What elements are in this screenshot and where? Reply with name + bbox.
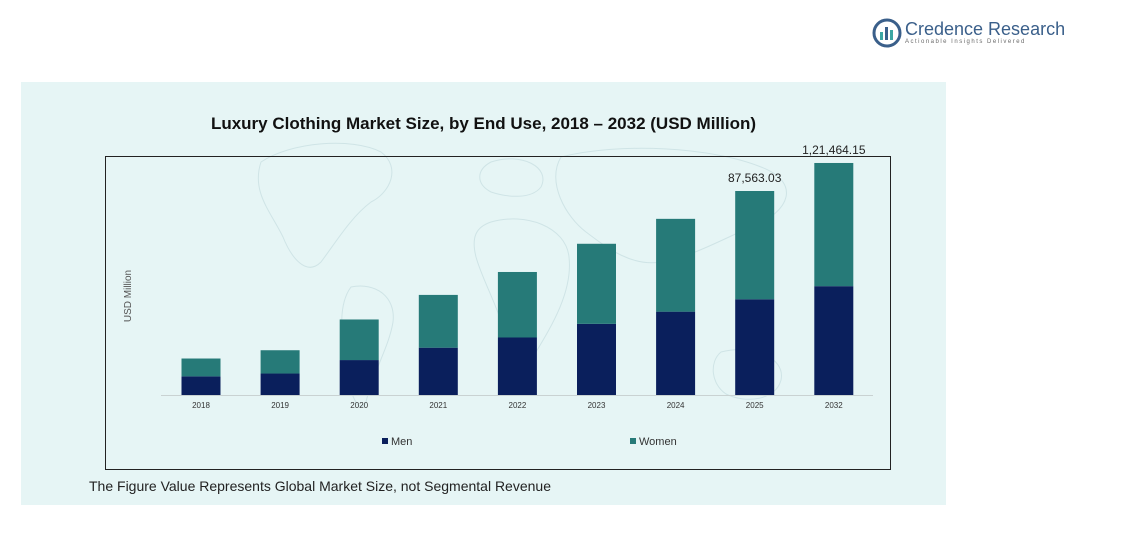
data-label-2025: 87,563.03 [728, 171, 782, 185]
x-tick-label-2024: 2024 [667, 401, 685, 410]
bar-men-2020 [339, 360, 379, 395]
x-tick-label-2023: 2023 [588, 401, 606, 410]
bar-men-2018 [181, 376, 221, 395]
bar-women-2023 [577, 243, 616, 324]
x-tick-label-2019: 2019 [271, 401, 289, 410]
bar-men-2023 [577, 323, 616, 395]
x-tick-label-2032: 2032 [825, 401, 843, 410]
bar-women-2022 [497, 271, 537, 338]
bar-women-2019 [260, 350, 300, 374]
bar-men-2019 [260, 373, 300, 395]
bar-women-2032 [814, 162, 854, 287]
data-label-2032: 1,21,464.15 [802, 143, 866, 157]
brand-tagline: Actionable Insights Delivered [905, 39, 1026, 45]
bar-women-2025 [735, 191, 775, 300]
bar-men-2024 [656, 311, 696, 395]
x-tick-label-2018: 2018 [192, 401, 210, 410]
brand-name: Credence Research [905, 19, 1066, 39]
x-tick-label-2021: 2021 [429, 401, 447, 410]
legend-swatch-women [630, 438, 636, 444]
x-tick-label-2020: 2020 [350, 401, 368, 410]
footnote: The Figure Value Represents Global Marke… [89, 478, 551, 494]
bar-men-2032 [814, 286, 854, 395]
bar-men-2021 [418, 347, 458, 395]
chart-panel: Luxury Clothing Market Size, by End Use,… [21, 82, 946, 505]
bar-women-2021 [418, 294, 458, 348]
x-tick-label-2025: 2025 [746, 401, 764, 410]
bar-women-2024 [656, 218, 696, 312]
bar-men-2025 [735, 299, 775, 395]
chart-title: Luxury Clothing Market Size, by End Use,… [210, 114, 757, 133]
y-axis-label: USD Million [123, 270, 134, 322]
bar-men-2022 [497, 337, 537, 395]
legend-swatch-men [382, 438, 388, 444]
legend-label-men: Men [391, 436, 412, 448]
bar-women-2018 [181, 358, 221, 377]
legend-label-women: Women [639, 436, 677, 448]
bar-women-2020 [339, 319, 379, 361]
stacked-bar-chart: USD Million 2018 2019 2020 2021 2022 2023 2024… [123, 143, 873, 448]
plot-area-frame [105, 156, 891, 470]
bar-chart-logo-icon [872, 18, 902, 48]
x-tick-label-2022: 2022 [509, 401, 527, 410]
credence-research-logo: Credence Research Actionable Insights De… [872, 18, 1066, 50]
